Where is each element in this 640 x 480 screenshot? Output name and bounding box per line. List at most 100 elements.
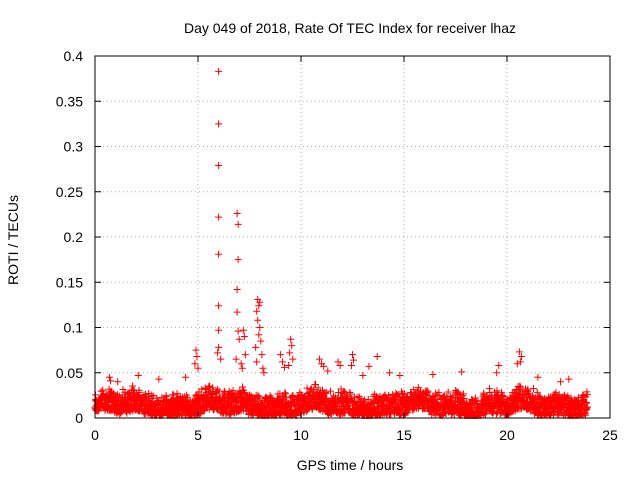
data-point — [235, 335, 243, 343]
data-point — [234, 220, 242, 228]
y-tick-label: 0.05 — [56, 365, 83, 381]
x-tick-label: 15 — [396, 427, 412, 443]
data-point — [359, 371, 367, 379]
band-point — [201, 384, 209, 392]
y-tick-label: 0.2 — [64, 229, 84, 245]
data-point — [266, 393, 274, 401]
data-point — [288, 342, 296, 350]
data-point — [232, 355, 240, 363]
data-point — [256, 324, 264, 331]
data-point — [253, 358, 261, 366]
data-point — [452, 403, 459, 411]
x-tick-label: 25 — [602, 427, 618, 443]
data-point — [194, 392, 202, 400]
data-point — [472, 400, 480, 408]
data-point — [192, 346, 200, 354]
data-point — [253, 307, 261, 315]
data-point — [214, 349, 222, 357]
data-point — [194, 364, 202, 372]
data-point — [240, 333, 248, 341]
data-point — [184, 396, 192, 404]
y-tick-label: 0.1 — [64, 320, 84, 336]
x-axis-label: GPS time / hours — [297, 457, 404, 473]
data-point — [215, 162, 223, 170]
data-point — [349, 351, 356, 359]
data-point — [215, 343, 223, 351]
data-point — [254, 316, 262, 324]
band-point — [282, 390, 290, 398]
band-point — [355, 393, 363, 401]
band-point — [213, 385, 221, 393]
data-point — [276, 395, 284, 403]
band-point — [245, 406, 253, 414]
band-point — [516, 382, 524, 390]
y-tick-label: 0 — [75, 410, 83, 426]
data-point — [334, 358, 342, 366]
data-point — [373, 352, 381, 360]
data-point — [400, 396, 408, 404]
band-point — [444, 388, 452, 396]
data-point — [421, 397, 429, 405]
band-point — [310, 386, 318, 394]
data-point — [565, 375, 573, 383]
data-point — [324, 367, 332, 375]
x-tick-label: 0 — [91, 427, 99, 443]
data-point — [285, 362, 293, 370]
data-point — [106, 377, 114, 385]
data-point — [316, 355, 324, 363]
band-point — [561, 393, 569, 401]
band-point — [170, 391, 178, 399]
data-point — [517, 352, 525, 360]
data-point — [215, 120, 223, 128]
data-point — [336, 362, 344, 370]
data-point — [134, 371, 142, 379]
data-point — [155, 375, 163, 383]
data-point — [257, 337, 265, 345]
band-point — [328, 409, 336, 417]
band-point — [281, 389, 289, 397]
data-point — [238, 364, 246, 372]
data-point — [429, 371, 437, 379]
band-point — [145, 389, 153, 397]
ticks: 0 5 10 15 20 25 0 0.05 0.1 0.15 0.2 0.25 0.3 0.35 0.4 — [56, 48, 618, 443]
data-point — [153, 394, 161, 402]
band-point — [322, 389, 330, 397]
data-points — [91, 67, 591, 419]
band-point — [222, 410, 230, 418]
data-point — [441, 401, 449, 409]
data-point — [575, 400, 583, 408]
chart-title: Day 049 of 2018, Rate Of TEC Index for r… — [184, 20, 516, 36]
data-point — [246, 391, 253, 399]
band-point — [209, 384, 217, 392]
grid — [95, 56, 610, 418]
data-point — [458, 368, 466, 376]
data-point — [482, 397, 490, 405]
data-point — [217, 355, 225, 363]
data-point — [524, 398, 532, 406]
x-tick-label: 5 — [194, 427, 202, 443]
data-point — [286, 349, 294, 357]
band-point — [504, 398, 512, 406]
band-point — [255, 392, 263, 400]
band-point — [533, 388, 541, 396]
data-point — [215, 326, 223, 334]
y-tick-label: 0.25 — [56, 184, 83, 200]
data-point — [431, 400, 439, 408]
band-point — [493, 387, 501, 395]
band-point — [555, 390, 563, 398]
y-tick-label: 0.15 — [56, 274, 83, 290]
data-point — [163, 400, 171, 408]
data-point — [233, 285, 241, 293]
data-point — [204, 397, 212, 405]
data-point — [328, 394, 336, 402]
data-point — [233, 308, 241, 316]
data-point — [493, 369, 501, 377]
data-point — [462, 402, 470, 410]
data-point — [112, 403, 120, 411]
data-point — [515, 348, 523, 356]
y-tick-label: 0.4 — [64, 48, 84, 64]
data-point — [281, 363, 289, 371]
data-point — [132, 396, 140, 404]
y-axis-label: ROTI / TECUs — [5, 195, 21, 285]
data-point — [105, 373, 113, 381]
